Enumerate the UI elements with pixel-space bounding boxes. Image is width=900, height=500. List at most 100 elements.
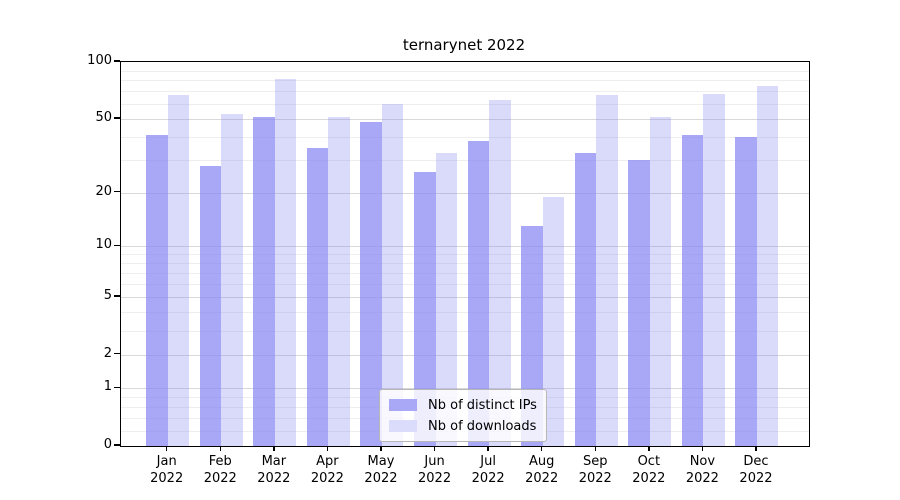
legend-entry-distinct-ips: Nb of distinct IPs: [389, 396, 537, 414]
legend-label-downloads: Nb of downloads: [428, 418, 537, 434]
y-gridline-minor: [121, 70, 809, 72]
x-tick-month: Aug: [528, 454, 555, 469]
y-gridline-minor: [121, 80, 809, 82]
x-tick-mark: [433, 446, 436, 451]
x-tick-year: 2022: [632, 471, 666, 486]
x-tick-month: Jan: [156, 454, 177, 469]
bar-distinct-ips: [253, 117, 275, 446]
bar-downloads: [649, 117, 672, 446]
bar-distinct-ips: [146, 135, 168, 446]
y-tick-mark: [114, 190, 120, 193]
y-gridline-major: [121, 296, 809, 298]
x-tick-year: 2022: [257, 471, 291, 486]
y-tick-label: 0: [103, 437, 112, 452]
y-tick-label: 50: [95, 109, 112, 125]
x-tick-label: Nov 2022: [672, 453, 732, 487]
y-gridline-minor: [121, 263, 809, 265]
x-tick-year: 2022: [578, 471, 612, 486]
x-tick-month: Apr: [316, 454, 339, 469]
bar-downloads: [381, 103, 404, 446]
legend-label-distinct-ips: Nb of distinct IPs: [428, 397, 537, 413]
x-tick-year: 2022: [364, 471, 398, 486]
x-tick-year: 2022: [310, 471, 344, 486]
x-tick-year: 2022: [203, 471, 237, 486]
x-tick-mark: [701, 446, 704, 451]
y-gridline-major: [121, 354, 809, 356]
x-tick-label: Sep 2022: [565, 453, 625, 487]
y-tick-label: 5: [103, 287, 112, 303]
x-tick-mark: [219, 446, 222, 451]
y-gridline-major: [121, 246, 809, 248]
y-gridline-major: [121, 192, 809, 194]
bar-distinct-ips: [360, 122, 382, 446]
x-tick-label: May 2022: [351, 453, 411, 487]
x-tick-mark: [594, 446, 596, 451]
x-tick-month: Oct: [637, 454, 661, 469]
bar-distinct-ips: [735, 137, 757, 446]
bar-distinct-ips: [199, 165, 222, 446]
y-gridline-major: [121, 388, 809, 390]
y-tick-mark: [114, 117, 120, 119]
legend-swatch-distinct-ips: [389, 399, 417, 411]
bar-distinct-ips: [467, 141, 490, 446]
bar-downloads: [274, 79, 297, 446]
x-tick-label: Apr 2022: [297, 453, 357, 487]
x-tick-mark: [273, 446, 275, 451]
x-tick-month: May: [367, 454, 395, 469]
x-tick-year: 2022: [525, 471, 559, 486]
x-tick-month: Dec: [743, 454, 769, 469]
legend-entry-downloads: Nb of downloads: [389, 417, 537, 435]
x-tick-month: Sep: [582, 454, 608, 469]
x-tick-mark: [165, 446, 168, 451]
y-tick-label: 2: [103, 345, 112, 361]
y-gridline-minor: [121, 91, 809, 93]
y-tick-mark: [114, 295, 120, 297]
x-tick-label: Jun 2022: [405, 453, 465, 487]
y-tick-label: 10: [95, 237, 112, 253]
x-tick-mark: [648, 446, 650, 451]
bar-downloads: [489, 99, 511, 446]
y-gridline-minor: [121, 160, 809, 162]
x-tick-month: Nov: [689, 454, 716, 469]
x-tick-label: Feb 2022: [190, 453, 250, 487]
bar-distinct-ips: [574, 152, 597, 446]
x-tick-month: Mar: [261, 454, 287, 469]
x-tick-year: 2022: [685, 471, 719, 486]
x-tick-year: 2022: [150, 471, 184, 486]
y-gridline-minor: [121, 272, 809, 274]
y-tick-mark: [114, 244, 120, 247]
y-tick-label: 100: [87, 53, 112, 68]
y-gridline-minor: [121, 254, 809, 256]
bar-downloads: [221, 114, 243, 446]
x-tick-month: Jun: [424, 454, 445, 469]
bar-downloads: [435, 152, 458, 446]
y-tick-label: 1: [103, 379, 112, 395]
x-tick-mark: [487, 446, 489, 451]
x-tick-year: 2022: [739, 471, 773, 486]
x-tick-year: 2022: [418, 471, 452, 486]
bar-distinct-ips: [306, 147, 329, 446]
y-gridline-minor: [121, 137, 809, 138]
bar-downloads: [596, 94, 618, 446]
y-gridline-minor: [121, 312, 809, 314]
bar-distinct-ips: [414, 171, 436, 446]
x-tick-label: Dec 2022: [726, 453, 786, 487]
y-gridline-minor: [121, 284, 809, 286]
y-tick-mark: [114, 444, 120, 446]
x-tick-mark: [755, 446, 757, 451]
x-tick-label: Oct 2022: [619, 453, 679, 487]
chart-title: ternarynet 2022: [402, 36, 526, 54]
bar-distinct-ips: [681, 135, 704, 446]
x-tick-label: Aug 2022: [512, 453, 572, 487]
x-tick-month: Jul: [480, 454, 496, 469]
bar-downloads: [542, 196, 565, 446]
x-tick-mark: [326, 446, 329, 451]
x-tick-year: 2022: [471, 471, 505, 486]
y-tick-label: 20: [95, 183, 112, 199]
bar-distinct-ips: [628, 160, 650, 446]
legend-swatch-downloads: [389, 420, 417, 432]
x-tick-label: Jan 2022: [137, 453, 197, 487]
x-tick-label: Mar 2022: [244, 453, 304, 487]
y-gridline-minor: [121, 103, 809, 105]
